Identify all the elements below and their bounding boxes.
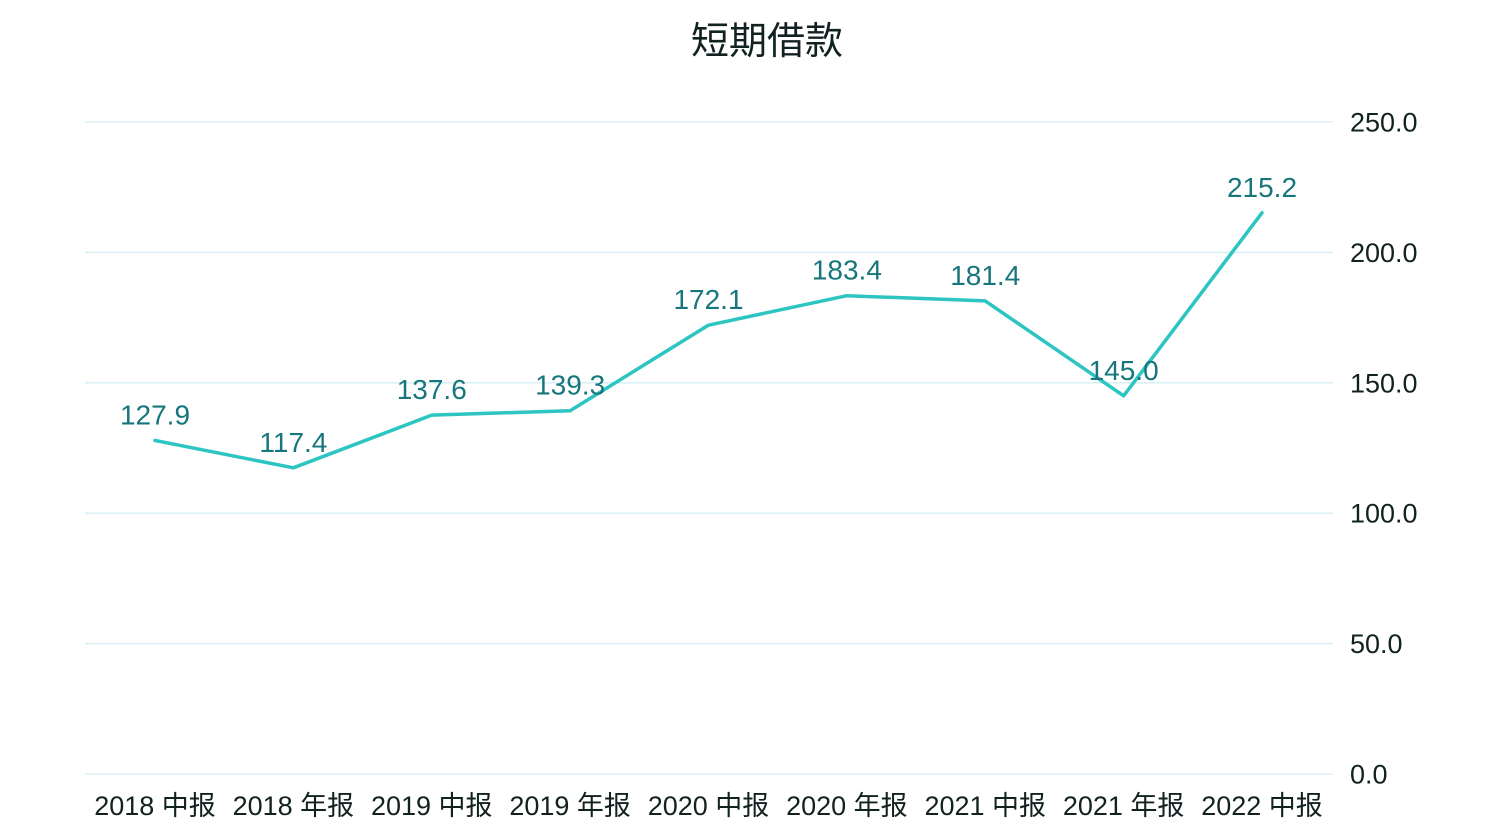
x-tick-label: 2021 年报 [1063, 791, 1185, 821]
data-point-label: 137.6 [397, 374, 467, 405]
x-tick-label: 2021 中报 [924, 791, 1046, 821]
series-line [153, 211, 1264, 470]
y-tick-label: 100.0 [1350, 499, 1418, 529]
data-point-label: 215.2 [1227, 172, 1297, 203]
x-tick-label: 2018 中报 [94, 791, 216, 821]
data-labels: 127.9 117.4 137.6 139.3 172.1 183.4 181.4 145.0… [120, 172, 1297, 458]
gridlines [85, 121, 1333, 775]
x-tick-label: 2019 年报 [509, 791, 631, 821]
y-tick-label: 0.0 [1350, 760, 1388, 790]
data-point-label: 181.4 [950, 260, 1020, 291]
data-point-label: 127.9 [120, 399, 190, 430]
x-tick-label: 2020 中报 [648, 791, 770, 821]
x-tick-label: 2022 中报 [1201, 791, 1323, 821]
y-tick-label: 200.0 [1350, 238, 1418, 268]
data-point-label: 183.4 [812, 255, 882, 286]
x-axis-tick-labels: 2018 中报 2018 年报 2019 中报 2019 年报 2020 中报 2020 … [94, 791, 1323, 821]
chart-title: 短期借款 [691, 21, 843, 63]
y-axis-tick-labels: 0.0 50.0 100.0 150.0 200.0 250.0 [1350, 108, 1418, 790]
x-tick-label: 2019 中报 [371, 791, 493, 821]
x-tick-label: 2020 年报 [786, 791, 908, 821]
y-tick-label: 150.0 [1350, 368, 1418, 398]
data-point-label: 145.0 [1089, 355, 1159, 386]
y-tick-label: 250.0 [1350, 108, 1418, 138]
data-point-label: 117.4 [259, 427, 327, 458]
x-tick-label: 2018 年报 [233, 791, 355, 821]
data-point-label: 139.3 [535, 370, 605, 401]
data-point-label: 172.1 [673, 284, 743, 315]
y-tick-label: 50.0 [1350, 629, 1403, 659]
